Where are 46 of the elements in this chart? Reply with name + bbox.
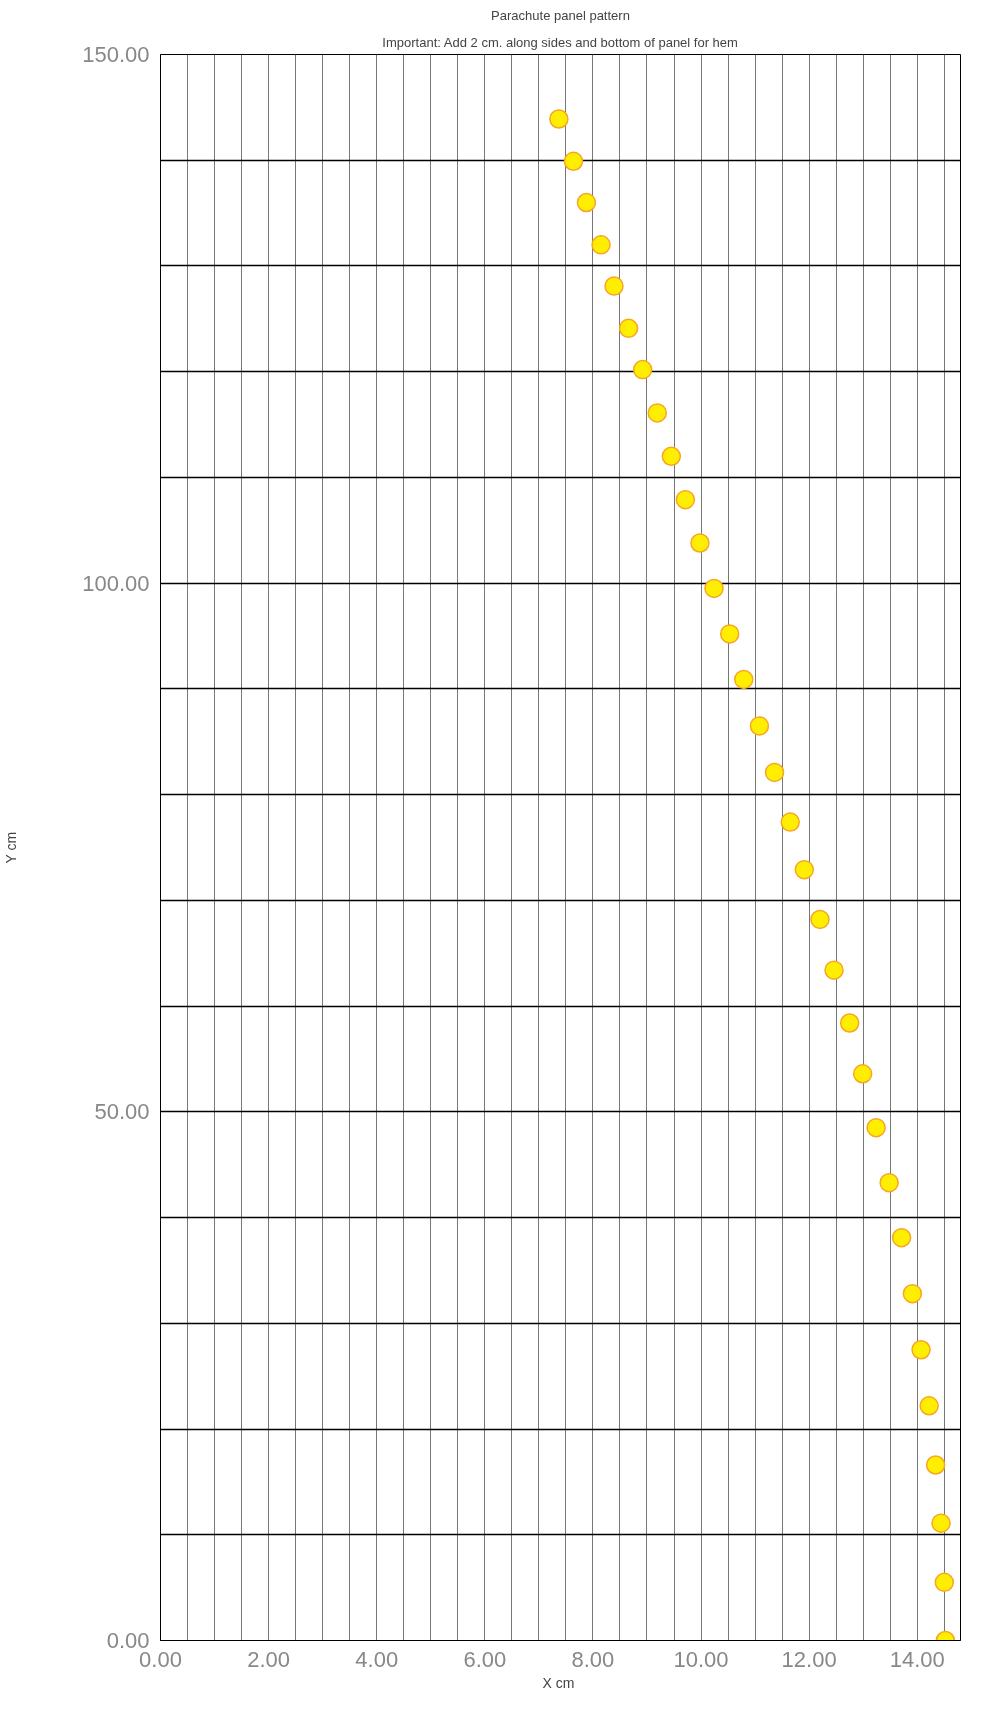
x-tick-label: 12.00 [781, 1646, 837, 1672]
x-tick-label: 8.00 [571, 1646, 615, 1672]
y-tick-label: 150.00 [82, 42, 150, 67]
point [549, 109, 569, 129]
point [852, 1064, 873, 1084]
point [780, 812, 800, 832]
point [919, 1396, 939, 1416]
x-axis-title: X cm [542, 1674, 575, 1691]
point [576, 192, 597, 213]
y-tick-label: 100.00 [82, 570, 150, 596]
y-tick-label: 0.00 [106, 1628, 150, 1653]
point [891, 1227, 912, 1248]
point [591, 235, 611, 255]
point [675, 489, 696, 510]
y-tick-label: 50.00 [94, 1099, 150, 1125]
x-tick-label: 10.00 [673, 1646, 729, 1672]
y-axis-title: Y cm [3, 831, 20, 864]
point [879, 1172, 899, 1193]
point [764, 762, 785, 783]
point [902, 1283, 923, 1304]
point [931, 1513, 951, 1533]
point [647, 403, 668, 423]
point [719, 624, 740, 644]
point [690, 533, 710, 553]
x-tick-label: 2.00 [247, 1646, 291, 1672]
point [794, 859, 815, 880]
x-tick-label: 14.00 [889, 1646, 945, 1672]
chart-subtitle: Important: Add 2 cm. along sides and bottom of panel for hem [382, 34, 738, 50]
chart-title: Parachute panel pattern [491, 7, 630, 23]
point [704, 578, 724, 599]
point [839, 1013, 860, 1033]
point [810, 909, 830, 930]
x-tick-label: 4.00 [355, 1646, 399, 1672]
x-tick-label: 6.00 [463, 1646, 507, 1672]
point [866, 1117, 886, 1138]
point [632, 359, 653, 380]
point [934, 1572, 955, 1593]
point [563, 151, 584, 172]
point [749, 716, 770, 736]
point [733, 669, 754, 690]
point [824, 960, 844, 980]
point [911, 1340, 931, 1360]
point [661, 446, 682, 467]
point [618, 318, 639, 339]
point [604, 276, 624, 296]
point [925, 1455, 946, 1475]
